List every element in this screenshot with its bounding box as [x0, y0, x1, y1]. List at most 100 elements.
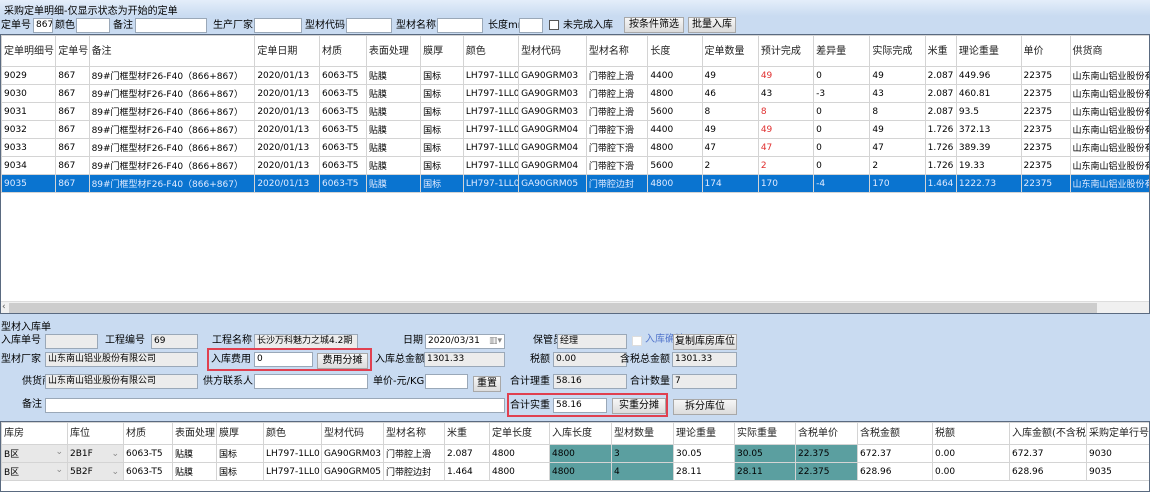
column-header[interactable]: 颜色	[462, 35, 520, 67]
filter-button[interactable]: 按条件筛选	[624, 17, 684, 33]
reset-button[interactable]: 重置	[473, 376, 501, 392]
table-row[interactable]: 9034 867 89#门框型材F26-F40（866+867） 2020/01/13…	[1, 156, 1149, 175]
table-row[interactable]: 9032 867 89#门框型材F26-F40（866+867） 2020/01/13…	[1, 120, 1149, 139]
column-header[interactable]: 库房	[1, 422, 68, 445]
column-header[interactable]: 差异量	[813, 35, 871, 67]
dropdown-cell[interactable]: B区 ⌄	[1, 462, 68, 481]
column-header[interactable]: 型材名称	[585, 35, 649, 67]
column-header[interactable]: 定单数量	[701, 35, 759, 67]
weight-split-button[interactable]: 实重分摊	[612, 398, 666, 414]
column-header[interactable]: 颜色	[263, 422, 322, 445]
column-header[interactable]: 定单日期	[254, 35, 320, 67]
table-cell[interactable]: 22.375	[795, 462, 858, 481]
date-picker[interactable]: 2020/03/31 ▥▾	[425, 334, 505, 349]
column-header[interactable]: 膜厚	[420, 35, 464, 67]
table-cell[interactable]: 3	[611, 444, 674, 463]
incomplete-checkbox[interactable]	[549, 20, 559, 30]
table-cell[interactable]: 22.375	[795, 444, 858, 463]
chevron-down-icon[interactable]: ⌄	[111, 448, 119, 459]
column-header[interactable]: 米重	[924, 35, 957, 67]
column-header[interactable]: 米重	[444, 422, 490, 445]
table-cell[interactable]: 4800	[549, 462, 612, 481]
column-header[interactable]: 入库长度	[549, 422, 612, 445]
supplier-input[interactable]: 山东南山铝业股份有限公司	[45, 374, 198, 389]
column-header[interactable]: 型材数量	[611, 422, 674, 445]
column-header[interactable]: 表面处理	[172, 422, 217, 445]
calendar-dropdown-icon[interactable]: ▥▾	[488, 336, 502, 346]
copy-location-button[interactable]: 复制库房库位	[673, 334, 737, 350]
column-header[interactable]: 理论重量	[955, 35, 1022, 67]
column-header[interactable]: 型材名称	[383, 422, 445, 445]
column-header[interactable]: 含税金额	[857, 422, 933, 445]
fee-split-button[interactable]: 费用分摊	[317, 353, 368, 369]
fee-input[interactable]: 0	[254, 352, 313, 367]
column-header[interactable]: 型材代码	[518, 35, 587, 67]
column-header[interactable]: 实际完成	[869, 35, 926, 67]
tax-input[interactable]: 0.00	[553, 352, 627, 367]
receipt-no-input[interactable]	[45, 334, 98, 349]
batch-receive-button[interactable]: 批量入库	[688, 17, 736, 33]
column-header[interactable]: 单价	[1020, 35, 1071, 67]
column-header[interactable]: 膜厚	[216, 422, 264, 445]
maker-input[interactable]	[254, 18, 302, 33]
table-row[interactable]: B区 ⌄ 2B1F ⌄ 6063-T5 贴膜 国标 LH797-1LL0 GA90GRM03 门带…	[1, 444, 1149, 463]
dropdown-cell[interactable]: 5B2F ⌄	[67, 462, 124, 481]
table-row[interactable]: 9030 867 89#门框型材F26-F40（866+867） 2020/01/13…	[1, 84, 1149, 103]
column-header[interactable]: 入库金额(不含税)	[1009, 422, 1087, 445]
column-header[interactable]: 定单长度	[489, 422, 550, 445]
horizontal-scrollbar[interactable]: ‹	[1, 301, 1149, 313]
project-name-input[interactable]: 长沙万科魅力之城4.2期	[254, 334, 358, 349]
confirm-checkbox[interactable]	[632, 336, 642, 346]
column-header[interactable]: 备注	[88, 35, 256, 67]
project-no-input[interactable]: 69	[151, 334, 198, 349]
column-header[interactable]: 库位	[67, 422, 124, 445]
maker-input[interactable]: 山东南山铝业股份有限公司	[45, 352, 198, 367]
table-cell[interactable]: 28.11	[734, 462, 796, 481]
table-cell[interactable]: 4	[611, 462, 674, 481]
column-header[interactable]: 定单号	[55, 35, 90, 67]
unit-price-input[interactable]	[425, 374, 468, 389]
chevron-down-icon[interactable]: ⌄	[55, 447, 63, 457]
table-row[interactable]: 9031 867 89#门框型材F26-F40（866+867） 2020/01/13…	[1, 102, 1149, 121]
total-tax-input[interactable]: 1301.33	[672, 352, 737, 367]
column-header[interactable]: 型材代码	[321, 422, 384, 445]
table-row[interactable]: 9029 867 89#门框型材F26-F40（866+867） 2020/01/13…	[1, 66, 1149, 85]
chevron-down-icon[interactable]: ⌄	[111, 466, 119, 477]
order-no-input[interactable]: 867	[33, 18, 53, 33]
table-cell[interactable]: 4800	[549, 444, 612, 463]
remark-input[interactable]	[135, 18, 207, 33]
table-row[interactable]: B区 ⌄ 5B2F ⌄ 6063-T5 贴膜 国标 LH797-1LL0 GA90GRM05 门带…	[1, 462, 1149, 481]
contact-input[interactable]	[254, 374, 368, 389]
column-header[interactable]: 长度	[647, 35, 703, 67]
name-input[interactable]	[437, 18, 483, 33]
column-header[interactable]: 材质	[318, 35, 367, 67]
split-location-button[interactable]: 拆分库位	[673, 399, 737, 415]
table-row[interactable]: 9035 867 89#门框型材F26-F40（866+867） 2020/01/13…	[1, 174, 1149, 193]
scrollbar-thumb[interactable]	[9, 303, 1097, 313]
column-header[interactable]: 预计完成	[757, 35, 815, 67]
actual-weight-input[interactable]: 58.16	[553, 398, 607, 413]
keeper-input[interactable]: 经理	[557, 334, 627, 349]
column-header[interactable]: 实际重量	[734, 422, 796, 445]
total-input[interactable]: 1301.33	[424, 352, 505, 367]
column-header[interactable]: 采购定单行号	[1086, 422, 1149, 445]
theory-weight-input[interactable]: 58.16	[553, 374, 627, 389]
qty-input[interactable]: 7	[672, 374, 737, 389]
table-cell[interactable]: 30.05	[734, 444, 796, 463]
column-header[interactable]: 含税单价	[795, 422, 858, 445]
table-row[interactable]: 9033 867 89#门框型材F26-F40（866+867） 2020/01/13…	[1, 138, 1149, 157]
column-header[interactable]: 供货商	[1069, 35, 1149, 67]
column-header[interactable]: 表面处理	[365, 35, 422, 67]
column-header[interactable]: 材质	[123, 422, 173, 445]
color-input[interactable]	[76, 18, 110, 33]
scroll-left-icon[interactable]: ‹	[2, 302, 6, 312]
column-header[interactable]: 税额	[932, 422, 1010, 445]
column-header[interactable]: 理论重量	[673, 422, 735, 445]
dropdown-cell[interactable]: B区 ⌄	[1, 444, 68, 463]
remark-input[interactable]	[45, 398, 505, 413]
code-input[interactable]	[346, 18, 392, 33]
column-header[interactable]: 定单明细号	[1, 35, 57, 67]
dropdown-cell[interactable]: 2B1F ⌄	[67, 444, 124, 463]
length-input[interactable]	[519, 18, 543, 33]
chevron-down-icon[interactable]: ⌄	[55, 465, 63, 475]
